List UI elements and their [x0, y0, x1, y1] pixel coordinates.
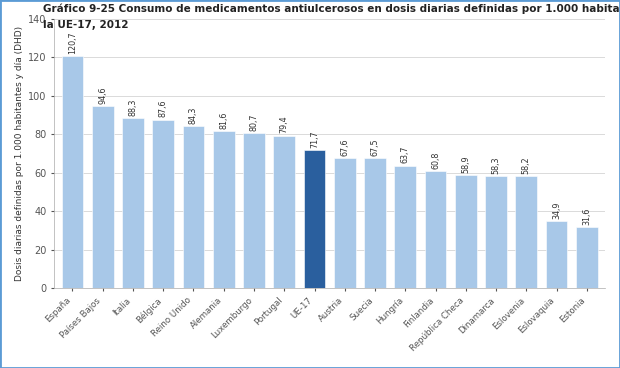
Text: 80,7: 80,7 [249, 113, 259, 131]
Text: 84,3: 84,3 [189, 106, 198, 124]
Bar [183, 126, 205, 288]
Bar [334, 158, 356, 288]
Text: 67,6: 67,6 [340, 138, 349, 156]
Text: 34,9: 34,9 [552, 201, 561, 219]
Bar [485, 176, 507, 288]
Y-axis label: Dosis diarias definidas por 1.000 habitantes y día (DHD): Dosis diarias definidas por 1.000 habita… [15, 26, 24, 281]
Text: 60,8: 60,8 [431, 152, 440, 169]
Text: 88,3: 88,3 [128, 99, 138, 116]
Bar [455, 175, 477, 288]
Bar [546, 221, 567, 288]
Text: Gráfico 9-25 Consumo de medicamentos antiulcerosos en dosis diarias definidas po: Gráfico 9-25 Consumo de medicamentos ant… [43, 4, 620, 14]
Bar [425, 171, 446, 288]
Bar [515, 176, 537, 288]
Text: 31,6: 31,6 [582, 208, 591, 225]
Text: 71,7: 71,7 [310, 130, 319, 148]
Bar [364, 158, 386, 288]
Text: la UE-17, 2012: la UE-17, 2012 [43, 20, 129, 30]
Bar [153, 120, 174, 288]
Text: 87,6: 87,6 [159, 100, 168, 117]
Bar [122, 118, 144, 288]
Text: 67,5: 67,5 [371, 138, 379, 156]
Text: 58,9: 58,9 [461, 155, 471, 173]
Text: 94,6: 94,6 [98, 86, 107, 104]
Text: 58,2: 58,2 [522, 156, 531, 174]
Bar [92, 106, 113, 288]
Text: 79,4: 79,4 [280, 116, 289, 133]
Bar [576, 227, 598, 288]
Text: 81,6: 81,6 [219, 112, 228, 129]
Text: 120,7: 120,7 [68, 31, 77, 54]
Text: 63,7: 63,7 [401, 146, 410, 163]
Bar [394, 166, 416, 288]
Bar [213, 131, 234, 288]
Bar [243, 133, 265, 288]
Bar [304, 150, 326, 288]
Bar [61, 56, 83, 288]
Text: 58,3: 58,3 [492, 156, 500, 174]
Bar [273, 135, 295, 288]
